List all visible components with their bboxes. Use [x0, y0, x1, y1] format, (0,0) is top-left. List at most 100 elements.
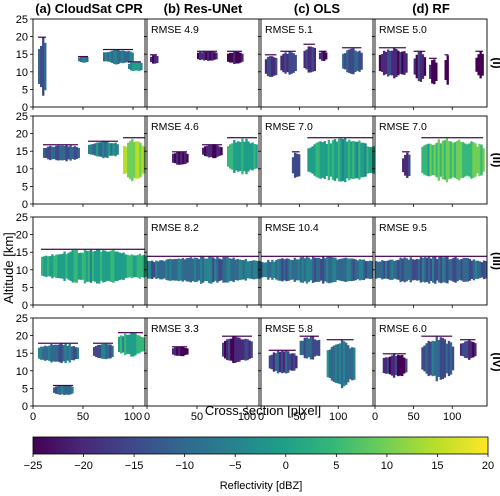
cloud-strip [71, 147, 74, 159]
cloud-strip [388, 356, 392, 375]
cloud-strip [297, 259, 300, 281]
cloud-strip [437, 339, 440, 377]
rmse-label: RMSE 4.9 [151, 24, 199, 36]
cloud-strip [204, 146, 207, 157]
cloud-strip [457, 139, 461, 181]
cloud-edge [43, 144, 78, 146]
cloud-strip [411, 259, 414, 281]
cloud-edge [93, 342, 113, 344]
cloud-strip [67, 385, 70, 395]
colorbar-gradient [32, 436, 489, 455]
cloud-strip [330, 256, 333, 283]
cloud-strip [69, 385, 72, 395]
cloud-strip [124, 333, 127, 356]
cloud-strip [458, 259, 461, 280]
cloud-strip [179, 259, 182, 281]
cloud-edge [172, 151, 187, 153]
cloud-edge [261, 255, 373, 257]
cloud-strip [99, 344, 102, 359]
cloud-strip [419, 51, 423, 82]
y-tick-label: 20 [16, 129, 28, 141]
cloud-edge [222, 335, 252, 337]
cloud-strip [354, 50, 357, 73]
cloud-strip [447, 141, 451, 179]
colorbar-tick-label: −15 [125, 460, 144, 472]
cloud-strip [238, 337, 241, 362]
cloud-strip [248, 260, 252, 279]
cloud-strip [128, 255, 131, 278]
cloud-strip [356, 141, 359, 179]
cloud-strip [472, 259, 476, 281]
cloud-strip [435, 142, 438, 178]
cloud-strip [440, 256, 443, 284]
cloud-strip [352, 140, 355, 180]
cloud-strip [264, 59, 268, 74]
cloud-strip [445, 343, 449, 374]
cloud-strip [197, 52, 200, 60]
cloud-strip [354, 259, 358, 281]
panel-frame [260, 18, 374, 108]
cloud-strip [415, 258, 419, 281]
cloud-strip [102, 140, 105, 159]
cloud-strip [480, 144, 483, 176]
cloud-strip [255, 144, 258, 169]
cloud-strip [248, 340, 251, 359]
y-tick-label: 5 [22, 282, 28, 294]
cloud-strip [133, 142, 136, 178]
cloud-strip [211, 51, 214, 61]
cloud-strip [456, 258, 459, 282]
cloud-strip [86, 57, 89, 62]
cloud-strip [63, 145, 66, 161]
cloud-strip [346, 141, 349, 179]
cloud-strip [144, 255, 148, 277]
cloud-strip [342, 341, 346, 387]
cloud-strip [349, 348, 352, 380]
cloud-strip [250, 260, 254, 279]
cloud-strip [228, 338, 231, 361]
cloud-strip [242, 260, 246, 280]
cloud-strip [239, 142, 242, 171]
cloud-edge [38, 36, 46, 38]
cloud-strip [132, 61, 135, 72]
cloud-strip [103, 52, 106, 62]
cloud-strip [470, 260, 474, 280]
cloud-strip [476, 146, 479, 174]
cloud-strip [65, 144, 68, 162]
y-tick-label: 25 [16, 313, 28, 325]
cloud-strip [234, 259, 237, 281]
cloud-edge [382, 353, 406, 355]
cloud-strip [87, 250, 91, 282]
cloud-strip [325, 52, 328, 60]
cloud-strip [342, 53, 345, 69]
panel-a-II: 0 5 10 15 20 25 [16, 111, 146, 211]
x-tick-label: 50 [191, 411, 203, 423]
cloud-strip [393, 260, 396, 279]
cloud-strip [421, 347, 424, 370]
cloud-strip [382, 358, 386, 374]
cloud-strip [429, 143, 432, 177]
cloud-strip [186, 348, 189, 355]
panel-frame [32, 18, 146, 108]
cloud-strip [187, 257, 191, 282]
cloud-strip [43, 256, 46, 277]
cloud-strip [69, 145, 72, 161]
cloud-strip [307, 46, 310, 73]
cloud-strip [354, 141, 357, 179]
cloud-strip [320, 51, 324, 61]
rmse-label: RMSE 8.2 [151, 222, 199, 234]
cloud-edge [402, 151, 410, 153]
cloud-strip [462, 142, 465, 178]
cloud-strip [298, 154, 301, 177]
cloud-strip [478, 261, 482, 279]
panel-background [147, 318, 259, 406]
rmse-label: RMSE 6.0 [379, 323, 427, 335]
cloud-strip [84, 56, 87, 63]
cloud-strip [237, 51, 240, 64]
cloud-strip [91, 251, 95, 282]
cloud-strip [462, 343, 465, 357]
cloud-strip [343, 137, 347, 183]
cloud-strip [105, 52, 108, 62]
cloud-strip [270, 56, 274, 77]
cloud-strip [453, 142, 457, 178]
cloud-strip [153, 262, 156, 278]
